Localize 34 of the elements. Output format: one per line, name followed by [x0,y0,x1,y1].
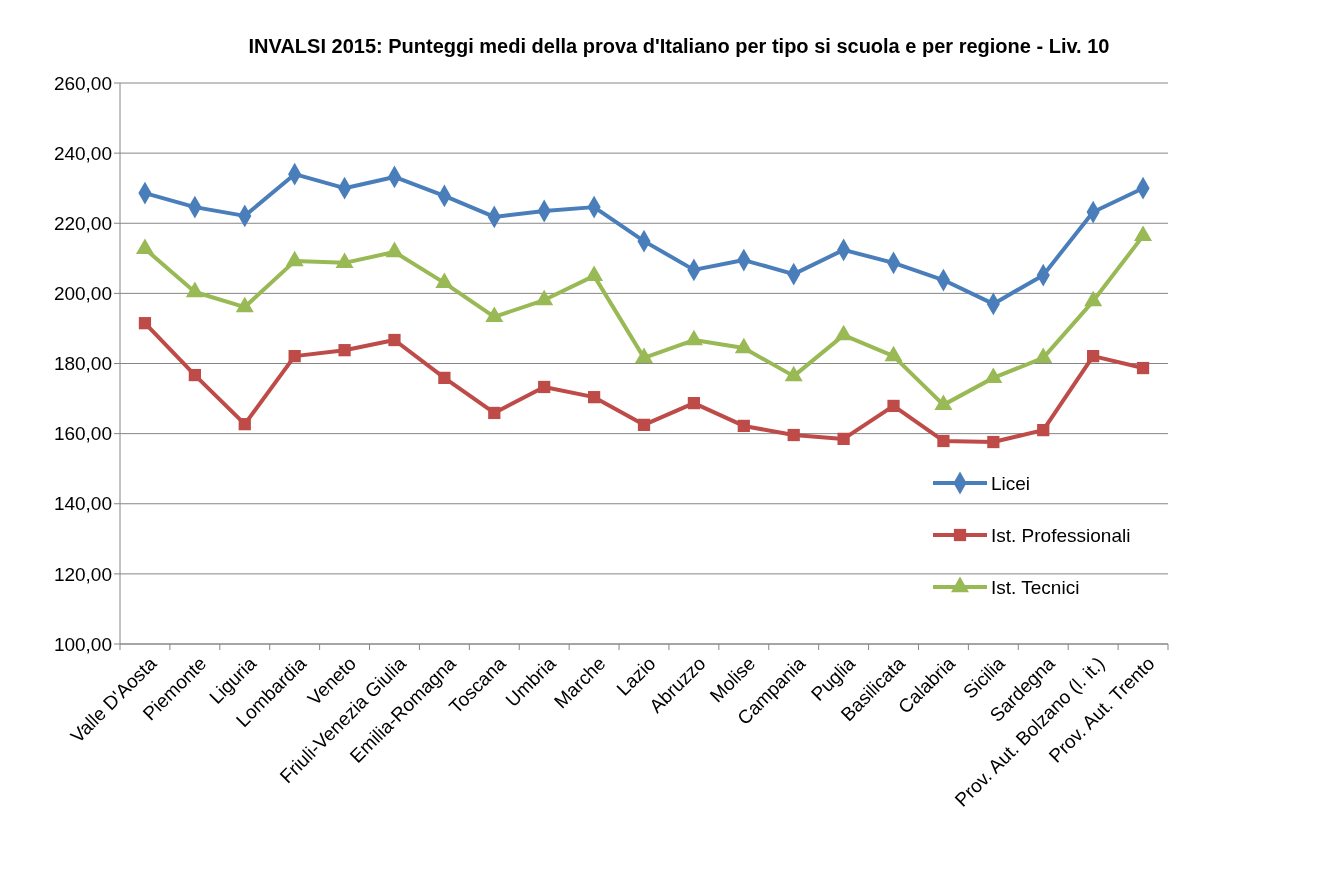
point [787,428,800,442]
point [837,432,850,446]
point [338,344,351,357]
point [1087,350,1100,363]
legend-label: Licei [991,472,1031,494]
y-tick-label: 180,00 [53,353,112,375]
y-tick-label: 200,00 [53,283,112,305]
point [1037,423,1050,437]
point [887,399,900,413]
legend-label: Ist. Tecnici [991,576,1080,598]
y-tick-label: 220,00 [53,212,112,234]
point [488,406,501,420]
y-tick-label: 120,00 [53,563,112,585]
legend-label: Ist. Professionali [991,524,1131,546]
point [438,371,451,384]
point [188,368,201,382]
point [737,419,750,433]
point [587,391,601,404]
point [238,418,251,431]
y-tick-label: 100,00 [53,633,112,655]
point [1136,361,1150,375]
point [288,350,301,363]
point [138,317,152,330]
point [687,397,701,410]
point [637,418,651,431]
point [538,380,551,394]
point [987,435,1000,449]
point [937,434,950,448]
point [388,333,401,347]
y-tick-label: 240,00 [53,142,112,164]
y-tick-label: 160,00 [53,423,112,445]
y-tick-label: 140,00 [53,493,112,515]
y-tick-label: 260,00 [53,72,112,94]
chart-title: INVALSI 2015: Punteggi medi della prova d'Italiano per tipo si scuola e per regione - Liv. 10 [248,35,1110,57]
